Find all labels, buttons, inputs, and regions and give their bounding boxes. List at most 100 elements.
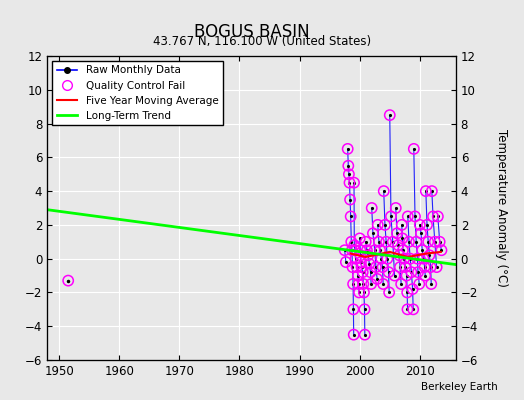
Point	[415, 281, 423, 287]
Point	[385, 289, 394, 296]
Point	[355, 235, 364, 242]
Point	[359, 281, 367, 287]
Point	[349, 306, 357, 312]
Point	[350, 180, 358, 186]
Point	[359, 289, 368, 296]
Y-axis label: Temperature Anomaly (°C): Temperature Anomaly (°C)	[495, 129, 508, 287]
Point	[345, 180, 354, 186]
Point	[357, 264, 366, 270]
Point	[365, 260, 374, 267]
Point	[356, 247, 365, 254]
Point	[367, 205, 376, 211]
Point	[361, 306, 369, 312]
Point	[355, 289, 363, 296]
Point	[395, 252, 403, 258]
Point	[357, 259, 365, 265]
Point	[341, 247, 349, 254]
Point	[369, 230, 377, 236]
Point	[435, 238, 444, 245]
Point	[354, 272, 362, 279]
Point	[64, 278, 72, 284]
Point	[346, 196, 354, 203]
Point	[378, 264, 387, 270]
Point	[418, 247, 427, 254]
Point	[351, 247, 359, 254]
Point	[403, 306, 412, 312]
Point	[382, 238, 390, 245]
Point	[399, 247, 407, 254]
Point	[408, 286, 417, 292]
Point	[428, 188, 436, 194]
Point	[396, 264, 404, 270]
Point	[425, 252, 434, 258]
Point	[416, 222, 424, 228]
Point	[345, 171, 353, 178]
Point	[401, 264, 410, 270]
Point	[370, 247, 379, 254]
Point	[400, 256, 408, 262]
Point	[402, 272, 411, 279]
Point	[409, 306, 418, 312]
Point	[385, 269, 393, 275]
Point	[381, 222, 389, 228]
Point	[373, 276, 381, 282]
Point	[437, 247, 445, 254]
Point	[350, 242, 358, 248]
Point	[348, 247, 356, 254]
Point	[417, 230, 425, 236]
Point	[406, 256, 414, 262]
Point	[386, 112, 394, 118]
Point	[411, 213, 419, 220]
Point	[421, 272, 429, 279]
Point	[351, 256, 359, 262]
Point	[342, 259, 350, 265]
Point	[376, 247, 384, 254]
Point	[405, 238, 413, 245]
Point	[389, 238, 397, 245]
Title: BOGUS BASIN: BOGUS BASIN	[194, 22, 309, 40]
Point	[375, 238, 383, 245]
Point	[398, 222, 406, 228]
Point	[379, 188, 388, 194]
Point	[346, 213, 355, 220]
Point	[403, 289, 411, 296]
Point	[377, 256, 386, 262]
Point	[420, 264, 429, 270]
Text: 43.767 N, 116.100 W (United States): 43.767 N, 116.100 W (United States)	[153, 36, 371, 48]
Point	[349, 281, 357, 287]
Point	[424, 238, 432, 245]
Point	[358, 269, 367, 275]
Point	[344, 162, 353, 169]
Point	[398, 235, 407, 242]
Point	[362, 238, 370, 245]
Point	[393, 230, 401, 236]
Point	[372, 264, 380, 270]
Point	[397, 281, 406, 287]
Point	[354, 281, 363, 287]
Point	[391, 205, 400, 211]
Point	[356, 252, 365, 258]
Point	[407, 269, 416, 275]
Point	[374, 222, 382, 228]
Point	[431, 238, 439, 245]
Point	[432, 264, 441, 270]
Point	[403, 213, 412, 220]
Point	[379, 281, 387, 287]
Point	[429, 213, 437, 220]
Point	[383, 256, 391, 262]
Point	[412, 238, 420, 245]
Point	[410, 146, 418, 152]
Point	[427, 281, 435, 287]
Point	[347, 238, 355, 245]
Point	[353, 264, 361, 270]
Point	[363, 247, 371, 254]
Point	[366, 269, 375, 275]
Point	[413, 256, 422, 262]
Point	[344, 146, 352, 152]
Point	[390, 272, 399, 279]
Point	[364, 252, 373, 258]
Point	[414, 269, 422, 275]
Point	[387, 213, 395, 220]
Point	[427, 264, 435, 270]
Point	[434, 213, 442, 220]
